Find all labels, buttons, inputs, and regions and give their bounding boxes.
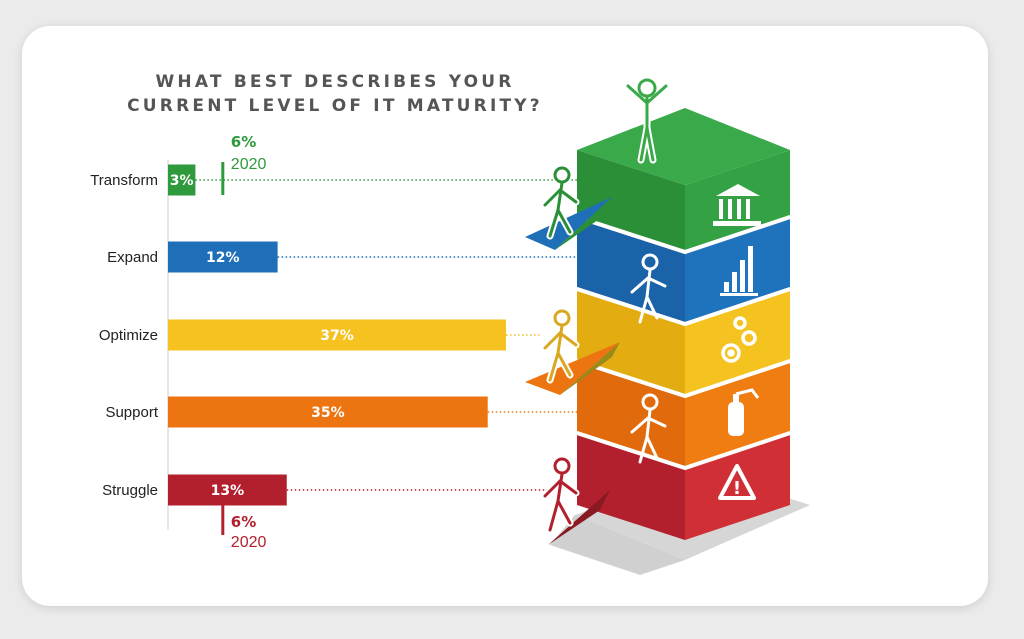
bar-optimize [168, 319, 506, 351]
bar-transform [168, 164, 196, 196]
category-label-struggle: Struggle [102, 482, 158, 499]
stack-block-expand-front [577, 219, 685, 322]
infographic-card [22, 26, 988, 606]
warning-icon-symbol: ! [733, 478, 741, 499]
stack-block-transform-front [577, 150, 685, 250]
stack-block-optimize-side [685, 291, 790, 394]
chart-title-line-1: WHAT BEST DESCRIBES YOUR [155, 72, 515, 92]
chart-title: WHAT BEST DESCRIBES YOUR CURRENT LEVEL O… [100, 70, 570, 118]
stack-block-expand-side [685, 219, 790, 322]
category-label-optimize: Optimize [99, 327, 158, 344]
marker-2020-value-struggle: 6% [231, 513, 256, 531]
stack-block-optimize-front [577, 291, 685, 394]
stack-block-support-front [577, 363, 685, 466]
person-climbing-struggle-icon [543, 457, 578, 532]
warning-icon: ! [718, 464, 756, 500]
bar-value-label-expand: 12% [206, 250, 240, 266]
bar-value-label-optimize: 37% [320, 328, 354, 344]
bar-support [168, 396, 488, 428]
step-ledge-optimize [560, 342, 620, 395]
bar-expand [168, 241, 278, 273]
person-climbing-transform-icon [543, 166, 578, 238]
step-ledge-transform [555, 197, 612, 250]
bar-value-label-struggle: 13% [211, 483, 245, 499]
stack-block-transform-top [577, 108, 790, 185]
stack-separators [576, 215, 791, 471]
growth-chart-icon [720, 246, 758, 296]
fire-extinguisher-icon [728, 388, 760, 436]
marker-2020-year-transform: 2020 [231, 156, 267, 173]
bar-struggle [168, 474, 287, 506]
gears-icon [721, 316, 757, 363]
maturity-stack-illustration: ! [525, 76, 810, 575]
marker-2020-value-transform: 6% [231, 133, 256, 151]
marker-2020-year-struggle: 2020 [231, 534, 267, 551]
category-label-support: Support [105, 404, 158, 421]
category-label-expand: Expand [107, 249, 158, 266]
person-climbing-optimize-icon [543, 309, 578, 382]
person-top-icon [626, 78, 668, 162]
stack-shadow-step [550, 515, 685, 575]
bank-icon [713, 184, 761, 226]
bars-layer: Transform 3% Expand 12% Optimize 37% Support 35… [90, 133, 577, 551]
bar-value-label-support: 35% [311, 405, 345, 421]
chart-title-line-2: CURRENT LEVEL OF IT MATURITY? [127, 96, 543, 116]
bar-value-label-transform: 3% [170, 173, 194, 189]
person-climbing-struggle-outline [541, 455, 580, 534]
person-support-icon [630, 393, 667, 464]
step-ledge-struggle [548, 490, 610, 545]
category-label-transform: Transform [90, 172, 158, 189]
person-expand-icon [630, 253, 667, 324]
